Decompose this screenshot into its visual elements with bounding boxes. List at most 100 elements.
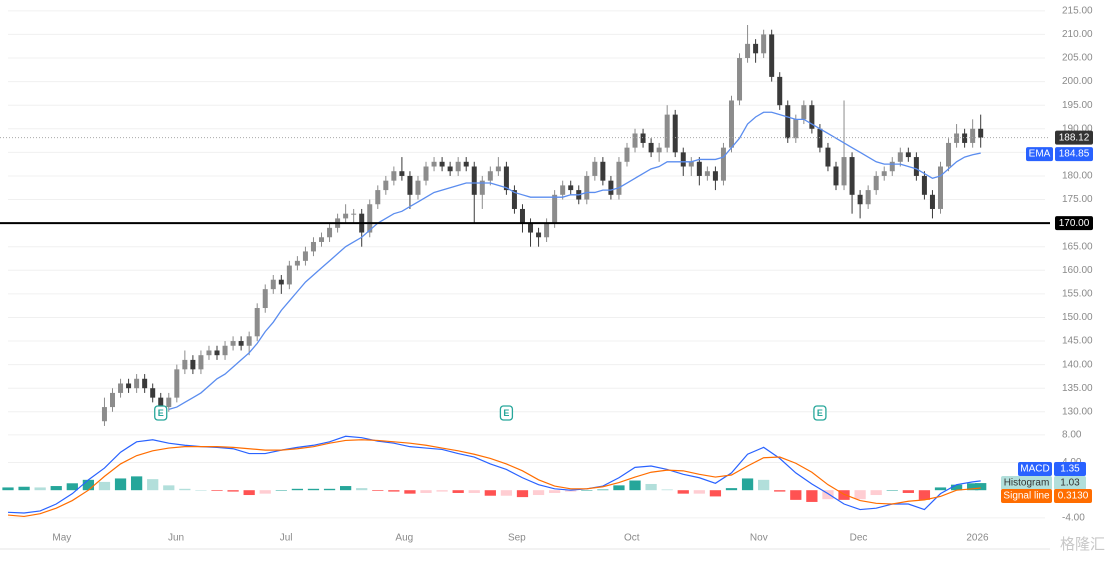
candle-body bbox=[142, 378, 148, 389]
histogram-bar bbox=[211, 490, 223, 491]
candle-body bbox=[753, 43, 759, 54]
histogram-bar bbox=[291, 488, 304, 491]
y-tick-label: 140.00 bbox=[1062, 359, 1093, 370]
y-tick-label: 215.00 bbox=[1062, 5, 1093, 16]
ema-legend-box bbox=[1026, 147, 1053, 162]
histogram-bar bbox=[934, 487, 947, 491]
candle-body bbox=[897, 152, 903, 162]
candle-body bbox=[375, 190, 381, 205]
y-tick-label: 200.00 bbox=[1062, 76, 1093, 87]
candle-body bbox=[841, 157, 847, 186]
macd-last-value-box bbox=[1054, 462, 1086, 476]
candle-body bbox=[632, 133, 638, 148]
candle-body bbox=[544, 223, 550, 238]
candle-body bbox=[921, 175, 927, 195]
candle-body bbox=[720, 147, 726, 181]
y-tick-label: 175.00 bbox=[1062, 194, 1093, 205]
candle-body bbox=[503, 166, 509, 191]
candle-body bbox=[182, 359, 188, 370]
candle-body bbox=[150, 388, 156, 398]
histogram-bar bbox=[468, 490, 480, 493]
histogram-bar bbox=[307, 488, 320, 491]
candle-body bbox=[198, 355, 204, 370]
y-tick-label: 135.00 bbox=[1062, 383, 1093, 394]
candle-body bbox=[327, 227, 333, 238]
histogram-bar bbox=[275, 490, 287, 491]
y-tick-label: 160.00 bbox=[1062, 265, 1093, 276]
histogram-bar bbox=[725, 488, 738, 491]
candle-body bbox=[487, 171, 493, 181]
candle-body bbox=[286, 265, 292, 285]
candle-body bbox=[809, 105, 815, 129]
candle-body bbox=[463, 161, 469, 167]
candle-body bbox=[431, 161, 437, 167]
candle-body bbox=[728, 100, 734, 148]
histogram-bar bbox=[516, 490, 529, 498]
histogram-last-value-box bbox=[1054, 476, 1086, 490]
ema-last-value-box bbox=[1055, 147, 1093, 162]
candle-body bbox=[511, 190, 517, 209]
candle-body bbox=[962, 133, 968, 143]
candle-body bbox=[656, 147, 662, 153]
histogram-bar bbox=[340, 486, 352, 491]
histogram-bar bbox=[227, 490, 239, 492]
candle-body bbox=[648, 142, 654, 153]
candle-body bbox=[391, 171, 397, 181]
event-marker bbox=[813, 405, 827, 421]
event-label: E bbox=[817, 408, 823, 418]
candle-body bbox=[696, 161, 702, 176]
histogram-legend-box bbox=[1001, 476, 1052, 490]
y-tick-label: 195.00 bbox=[1062, 100, 1093, 111]
histogram-bar bbox=[484, 490, 496, 496]
candle-body bbox=[455, 161, 461, 172]
ema-legend: EMA bbox=[1029, 149, 1051, 160]
candle-body bbox=[865, 190, 871, 205]
candle-body bbox=[560, 185, 566, 195]
candle-body bbox=[343, 213, 349, 219]
histogram-bar bbox=[82, 479, 95, 491]
candle-body bbox=[873, 175, 879, 191]
histogram-bar bbox=[50, 486, 62, 491]
histogram-bar bbox=[806, 490, 818, 502]
candle-body bbox=[214, 350, 220, 356]
x-tick-label: Oct bbox=[624, 533, 640, 544]
histogram-bar bbox=[436, 490, 448, 492]
indicator-line bbox=[7, 435, 981, 514]
candle-body bbox=[608, 180, 614, 195]
histogram-bar bbox=[500, 490, 513, 496]
candle-body bbox=[230, 341, 236, 346]
y-tick-label: 130.00 bbox=[1062, 406, 1093, 417]
candle-body bbox=[664, 114, 670, 148]
y-tick-label: 8.00 bbox=[1062, 430, 1082, 441]
histogram-bar bbox=[532, 490, 545, 496]
candle-body bbox=[447, 166, 453, 172]
histogram-bar bbox=[323, 488, 336, 491]
candle-body bbox=[126, 383, 132, 389]
candle-body bbox=[857, 194, 863, 205]
candle-body bbox=[817, 128, 823, 148]
x-tick-label: Sep bbox=[508, 533, 526, 544]
x-tick-label: Nov bbox=[750, 533, 768, 544]
y-tick-label: -4.00 bbox=[1062, 512, 1085, 523]
histogram-bar bbox=[388, 490, 400, 492]
candle-body bbox=[367, 204, 373, 233]
candle-body bbox=[704, 171, 710, 176]
candle-body bbox=[929, 194, 935, 209]
histogram-bar bbox=[838, 490, 850, 500]
histogram-bar bbox=[967, 483, 979, 491]
y-tick-label: 205.00 bbox=[1062, 53, 1093, 64]
candle-body bbox=[110, 392, 116, 408]
candle-body bbox=[946, 142, 952, 167]
candle-body bbox=[954, 133, 960, 143]
event-label: E bbox=[158, 408, 164, 418]
histogram-bar bbox=[741, 478, 754, 491]
y-tick-label: 150.00 bbox=[1062, 312, 1093, 323]
candle-body bbox=[600, 161, 606, 181]
histogram-legend: Histogram bbox=[1004, 478, 1050, 489]
candle-body bbox=[785, 105, 791, 139]
candle-body bbox=[222, 345, 228, 356]
ema-line bbox=[168, 111, 981, 411]
candle-body bbox=[825, 147, 831, 167]
candle-body bbox=[302, 251, 308, 261]
histogram-bar bbox=[179, 488, 191, 491]
